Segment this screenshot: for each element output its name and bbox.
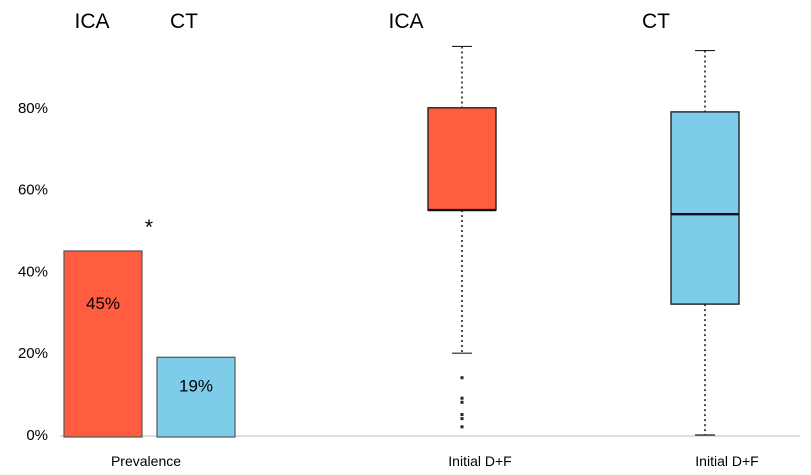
y-tick-label: 60%	[18, 182, 48, 199]
y-tick-label: 80%	[18, 100, 48, 117]
y-tick-label: 40%	[18, 263, 48, 280]
group-header: CT	[170, 10, 198, 33]
box	[670, 111, 740, 305]
outlier-point	[460, 413, 464, 417]
x-axis-labels: Prevalence Initial D+F Initial D+F	[111, 453, 759, 469]
boxplot-ica	[427, 45, 497, 429]
outlier-point	[460, 396, 464, 400]
x-label-boxplot: Initial D+F	[448, 453, 511, 469]
outlier-point	[460, 376, 464, 380]
group-header: ICA	[74, 10, 109, 33]
group-header: ICA	[388, 10, 423, 33]
significance-marker: *	[145, 216, 153, 239]
y-tick-label: 20%	[18, 345, 48, 362]
y-tick-label: 0%	[26, 427, 48, 444]
group-headers: ICA CT ICA CT	[74, 10, 670, 33]
bar-data-label: 19%	[179, 376, 213, 395]
bar-ct	[156, 356, 236, 438]
box	[427, 107, 497, 211]
x-label-boxplot: Initial D+F	[695, 453, 758, 469]
prevalence-bars: 45% 19% *	[63, 216, 236, 438]
x-label-prevalence: Prevalence	[111, 453, 181, 469]
outlier-point	[460, 425, 464, 429]
outlier-point	[460, 417, 464, 421]
boxplots	[427, 45, 740, 436]
outlier-point	[460, 400, 464, 404]
bar-ica	[63, 250, 143, 438]
boxplot-ct	[670, 49, 740, 436]
group-header: CT	[642, 10, 670, 33]
bar-data-label: 45%	[86, 294, 120, 313]
